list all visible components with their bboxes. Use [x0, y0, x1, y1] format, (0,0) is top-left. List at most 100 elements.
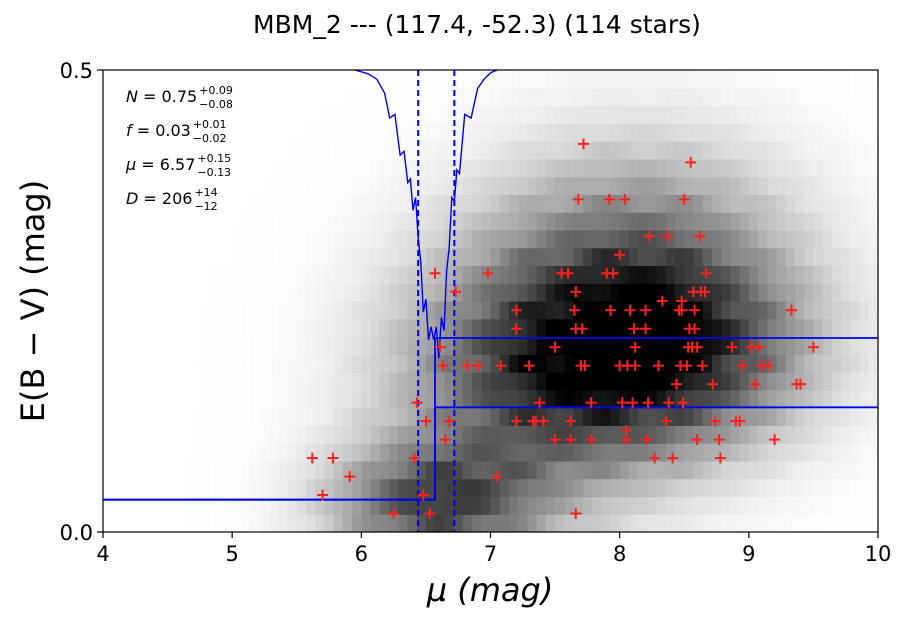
heatmap-cell: [748, 514, 759, 533]
heatmap-cell: [204, 336, 215, 355]
heatmap-cell: [472, 265, 482, 284]
heatmap-cell: [628, 407, 639, 426]
heatmap-cell: [675, 87, 685, 107]
heatmap-cell: [130, 141, 141, 160]
heatmap-cell: [407, 514, 418, 533]
heatmap-cell: [675, 265, 685, 284]
heatmap-cell: [379, 372, 390, 391]
heatmap-cell: [139, 123, 150, 142]
heatmap-cell: [130, 229, 141, 249]
heatmap-cell: [684, 158, 695, 178]
heatmap-cell: [545, 443, 556, 462]
heatmap-cell: [841, 443, 851, 462]
heatmap-cell: [333, 496, 344, 515]
heatmap-cell: [259, 141, 270, 160]
heatmap-cell: [785, 354, 796, 373]
heatmap-cell: [342, 158, 353, 178]
heatmap-cell: [711, 443, 722, 462]
heatmap-cell: [813, 514, 824, 533]
heatmap-cell: [342, 87, 353, 107]
heatmap-cell: [721, 301, 731, 320]
heatmap-cell: [103, 123, 113, 142]
heatmap-cell: [379, 70, 390, 89]
heatmap-cell: [278, 70, 289, 89]
heatmap-cell: [269, 194, 279, 213]
heatmap-cell: [610, 389, 621, 409]
heatmap-cell: [822, 301, 833, 320]
heatmap-cell: [822, 318, 833, 338]
heatmap-cell: [610, 123, 621, 142]
star-point: [667, 452, 679, 464]
heatmap-cell: [675, 158, 685, 178]
heatmap-cell: [555, 354, 565, 373]
heatmap-cell: [647, 372, 658, 391]
heatmap-cell: [850, 87, 861, 107]
heatmap-cell: [333, 460, 344, 480]
heatmap-cell: [324, 141, 335, 160]
heatmap-cell: [730, 460, 741, 480]
heatmap-cell: [204, 283, 215, 302]
heatmap-cell: [868, 301, 879, 320]
heatmap-cell: [361, 478, 372, 498]
heatmap-cell: [545, 514, 556, 533]
heatmap-cell: [647, 229, 658, 249]
heatmap-cell: [305, 212, 316, 231]
heatmap-cell: [158, 123, 169, 142]
heatmap-cell: [305, 318, 316, 338]
heatmap-cell: [305, 425, 316, 444]
heatmap-cell: [176, 265, 187, 284]
heatmap-cell: [472, 194, 482, 213]
heatmap-cell: [564, 496, 575, 515]
heatmap-cell: [269, 87, 279, 107]
heatmap-cell: [693, 425, 704, 444]
heatmap-cell: [758, 229, 768, 249]
heatmap-cell: [601, 407, 612, 426]
heatmap-cell: [425, 407, 436, 426]
heatmap-cell: [407, 283, 418, 302]
heatmap-cell: [564, 229, 575, 249]
heatmap-cell: [545, 283, 556, 302]
heatmap-cell: [250, 301, 261, 320]
heatmap-cell: [582, 354, 593, 373]
heatmap-cell: [232, 105, 242, 124]
heatmap-cell: [241, 514, 252, 533]
heatmap-cell: [103, 407, 113, 426]
heatmap-cell: [232, 176, 242, 195]
heatmap-cell: [665, 141, 676, 160]
heatmap-cell: [831, 212, 842, 231]
heatmap-cell: [675, 229, 685, 249]
heatmap-cell: [453, 141, 464, 160]
heatmap-cell: [342, 141, 353, 160]
heatmap-cell: [868, 70, 879, 89]
heatmap-cell: [250, 87, 261, 107]
heatmap-cell: [278, 247, 289, 267]
heatmap-cell: [850, 123, 861, 142]
heatmap-cell: [813, 496, 824, 515]
heatmap-cell: [435, 247, 445, 267]
heatmap-cell: [564, 336, 575, 355]
star-point: [619, 193, 631, 205]
heatmap-cell: [103, 460, 113, 480]
heatmap-cell: [822, 354, 833, 373]
heatmap-cell: [767, 283, 778, 302]
heatmap-cell: [684, 87, 695, 107]
heatmap-cell: [112, 425, 123, 444]
heatmap-cell: [628, 70, 639, 89]
heatmap-cell: [416, 425, 427, 444]
heatmap-cell: [195, 443, 206, 462]
heatmap-cell: [472, 318, 482, 338]
heatmap-cell: [628, 514, 639, 533]
heatmap-cell: [269, 372, 279, 391]
heatmap-cell: [748, 194, 759, 213]
heatmap-cell: [767, 212, 778, 231]
heatmap-cell: [103, 247, 113, 267]
heatmap-cell: [407, 354, 418, 373]
heatmap-cell: [841, 247, 851, 267]
heatmap-cell: [425, 354, 436, 373]
heatmap-cell: [776, 443, 787, 462]
heatmap-cell: [370, 460, 381, 480]
heatmap-cell: [379, 496, 390, 515]
heatmap-cell: [601, 283, 612, 302]
heatmap-cell: [121, 460, 132, 480]
star-point: [388, 508, 400, 520]
